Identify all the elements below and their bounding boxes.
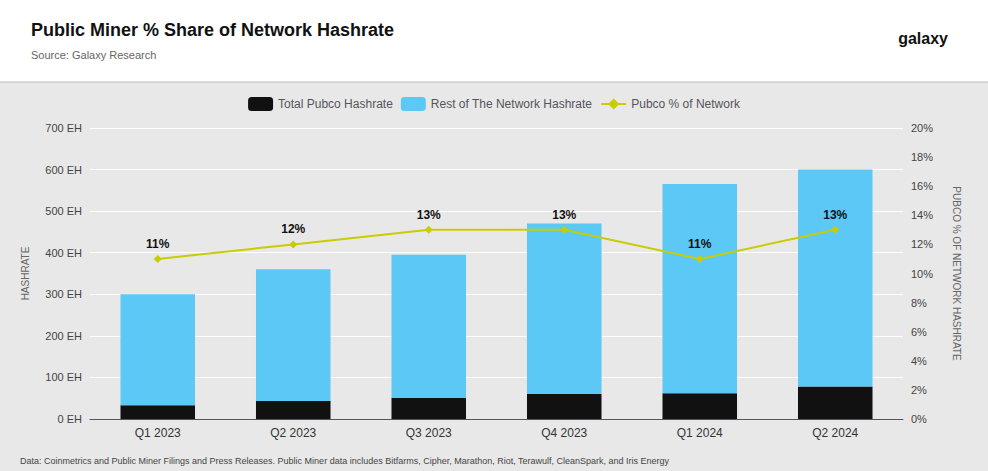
svg-text:Q4 2023: Q4 2023 (541, 426, 587, 440)
svg-text:18%: 18% (911, 151, 933, 163)
svg-text:Q2 2023: Q2 2023 (270, 426, 316, 440)
svg-text:700 EH: 700 EH (45, 122, 82, 134)
svg-text:100 EH: 100 EH (45, 371, 82, 383)
svg-text:16%: 16% (911, 180, 933, 192)
svg-text:11%: 11% (688, 237, 712, 251)
svg-text:Public Miner % Share of Networ: Public Miner % Share of Network Hashrate (31, 20, 394, 40)
svg-text:HASHRATE: HASHRATE (20, 246, 31, 300)
svg-text:6%: 6% (911, 326, 927, 338)
svg-text:8%: 8% (911, 297, 927, 309)
svg-text:Q3 2023: Q3 2023 (406, 426, 452, 440)
svg-text:galaxy: galaxy (898, 30, 948, 47)
svg-text:Q1 2023: Q1 2023 (135, 426, 181, 440)
svg-text:13%: 13% (417, 208, 441, 222)
svg-text:20%: 20% (911, 122, 933, 134)
svg-text:Total Pubco Hashrate: Total Pubco Hashrate (278, 97, 393, 111)
svg-text:Pubco % of Network: Pubco % of Network (631, 97, 741, 111)
svg-text:13%: 13% (552, 208, 576, 222)
svg-text:200 EH: 200 EH (45, 330, 82, 342)
svg-text:12%: 12% (911, 238, 933, 250)
svg-text:13%: 13% (823, 208, 847, 222)
svg-text:10%: 10% (911, 268, 933, 280)
svg-text:4%: 4% (911, 355, 927, 367)
svg-text:0%: 0% (911, 413, 927, 425)
svg-text:12%: 12% (281, 222, 305, 236)
svg-text:0 EH: 0 EH (58, 413, 83, 425)
svg-text:400 EH: 400 EH (45, 247, 82, 259)
svg-text:14%: 14% (911, 209, 933, 221)
svg-text:Data: Coinmetrics and Public M: Data: Coinmetrics and Public Miner Filin… (20, 456, 670, 466)
svg-text:500 EH: 500 EH (45, 205, 82, 217)
svg-text:Rest of The Network Hashrate: Rest of The Network Hashrate (431, 97, 593, 111)
svg-text:600 EH: 600 EH (45, 164, 82, 176)
svg-text:PUBCO % OF NETWORK HASHRATE: PUBCO % OF NETWORK HASHRATE (951, 186, 962, 361)
svg-text:Q2 2024: Q2 2024 (812, 426, 858, 440)
svg-text:2%: 2% (911, 384, 927, 396)
svg-text:Source: Galaxy Research: Source: Galaxy Research (31, 49, 156, 61)
svg-text:300 EH: 300 EH (45, 288, 82, 300)
svg-text:Q1 2024: Q1 2024 (677, 426, 723, 440)
svg-text:11%: 11% (146, 237, 170, 251)
